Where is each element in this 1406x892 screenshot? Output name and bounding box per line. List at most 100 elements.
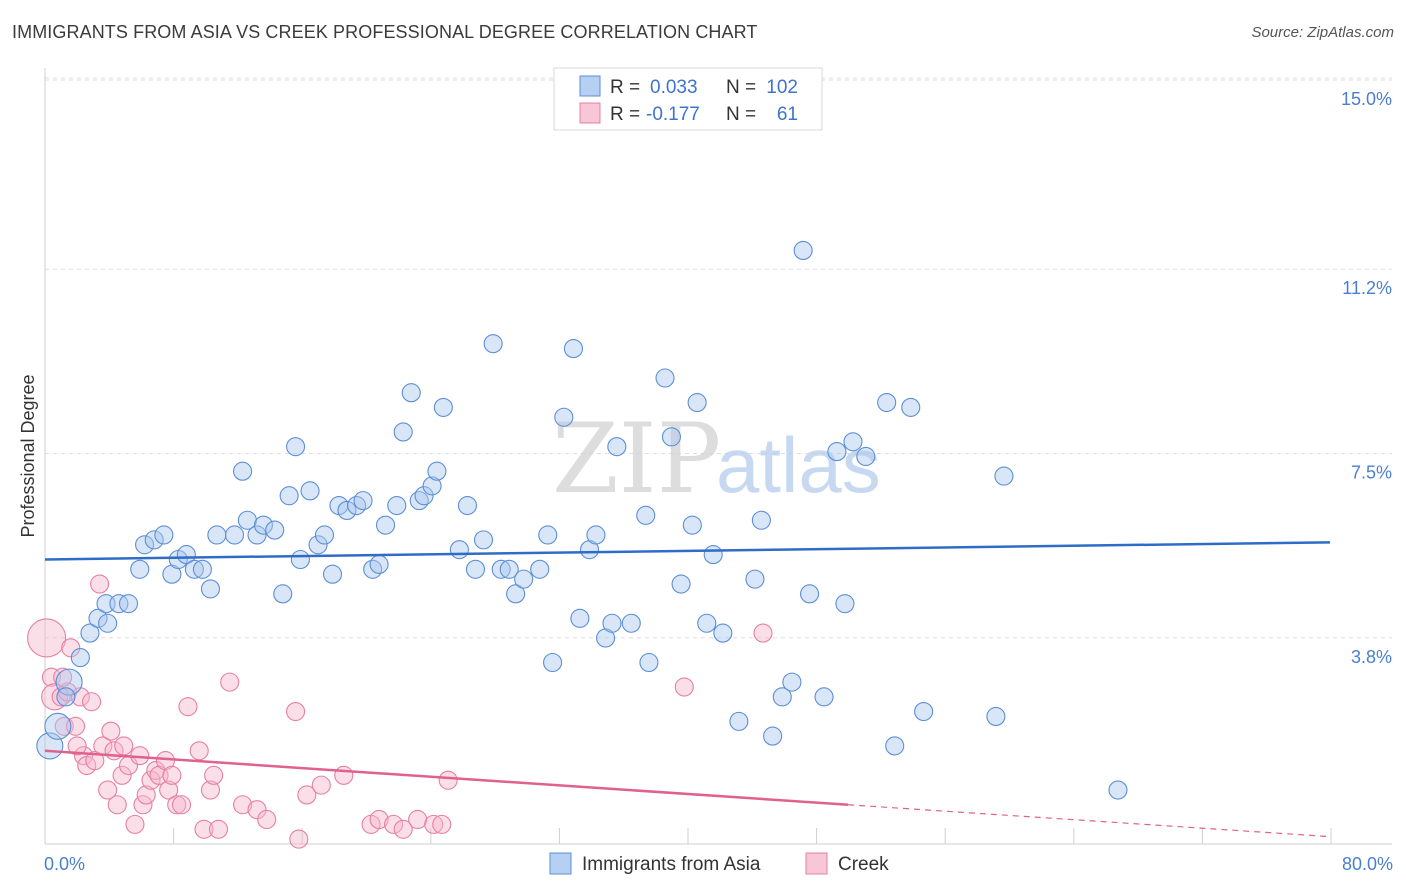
data-point <box>98 780 118 800</box>
data-point <box>387 495 407 516</box>
data-point <box>80 623 100 643</box>
legend-n-label: N = <box>726 77 756 98</box>
legend-r-value-asia: 0.033 <box>650 77 698 98</box>
data-point <box>697 613 717 633</box>
data-point <box>424 814 444 834</box>
data-point <box>602 613 622 633</box>
trend-lines <box>44 541 1331 838</box>
data-point <box>136 785 156 805</box>
data-point <box>375 515 396 535</box>
data-point <box>814 687 834 707</box>
data-point <box>194 819 214 839</box>
creek-points <box>27 574 773 849</box>
data-point <box>393 819 413 839</box>
data-point <box>408 809 428 830</box>
data-point <box>112 765 132 785</box>
data-point <box>114 736 134 756</box>
data-point <box>856 446 876 467</box>
data-point <box>661 427 681 447</box>
data-point <box>90 574 110 594</box>
legend-r-label: R = <box>610 104 640 125</box>
data-point <box>184 559 204 579</box>
legend-swatch-creek <box>579 102 601 124</box>
data-point <box>687 392 707 413</box>
data-point <box>530 559 550 579</box>
data-point <box>763 726 783 746</box>
data-point <box>334 765 354 785</box>
data-point <box>65 716 86 736</box>
data-point <box>729 711 749 731</box>
data-point <box>171 795 192 815</box>
legend-r-label: R = <box>610 77 640 98</box>
data-point <box>433 397 453 417</box>
data-point <box>70 648 90 668</box>
y-tick-label: 3.8% <box>1351 647 1392 667</box>
data-point <box>369 554 389 574</box>
data-point <box>885 736 905 756</box>
data-point <box>167 795 187 815</box>
data-point <box>290 549 310 570</box>
data-point <box>422 476 442 496</box>
data-point <box>639 652 659 673</box>
data-point <box>745 569 765 589</box>
data-point <box>363 559 383 579</box>
data-point <box>393 422 413 442</box>
y-axis-label: Professional Degree <box>18 374 38 537</box>
watermark-atlas: atlas <box>716 421 881 509</box>
data-point <box>224 525 245 545</box>
data-point <box>827 442 847 462</box>
data-point <box>483 334 503 354</box>
data-point <box>311 775 331 795</box>
data-point <box>247 800 267 820</box>
data-point <box>607 437 627 457</box>
data-point <box>88 608 108 628</box>
data-point <box>835 594 855 614</box>
watermark-zip: ZIP <box>552 403 721 515</box>
data-point <box>135 535 155 555</box>
data-point <box>192 559 212 579</box>
bottom-legend-creek: Creek <box>838 854 889 875</box>
legend-swatch-asia <box>579 75 601 97</box>
data-point <box>506 584 526 604</box>
x-tick-label: 0.0% <box>44 854 85 874</box>
data-point <box>144 530 164 550</box>
data-point <box>220 672 240 692</box>
data-point <box>538 525 558 545</box>
data-point <box>200 579 220 599</box>
data-point <box>491 559 511 579</box>
trend-line-creek <box>44 749 849 807</box>
data-point <box>82 692 102 712</box>
data-point <box>233 795 253 815</box>
data-point <box>570 608 590 628</box>
data-point <box>54 716 74 736</box>
data-point <box>56 687 76 707</box>
data-point <box>1108 780 1128 800</box>
data-point <box>636 505 656 525</box>
data-point <box>994 466 1014 486</box>
data-point <box>800 584 820 604</box>
legend-n-value-asia: 102 <box>766 77 798 98</box>
data-point <box>189 741 209 761</box>
bottom-legend-swatch-asia <box>549 852 572 875</box>
legend-n-value-creek: 61 <box>777 104 798 125</box>
data-point <box>586 525 606 545</box>
data-point <box>621 613 641 633</box>
x-tick-labels: 0.0% 80.0% <box>44 854 1393 874</box>
data-point <box>877 392 897 413</box>
data-point <box>125 814 145 834</box>
data-point <box>286 437 306 457</box>
data-point <box>449 540 469 560</box>
data-point <box>51 687 71 707</box>
data-point <box>61 638 81 658</box>
data-point <box>843 432 863 452</box>
data-point <box>85 751 105 771</box>
data-point <box>279 486 299 506</box>
data-point <box>457 495 477 516</box>
correlation-legend: R = 0.033 N = 102 R = -0.177 N = 61 <box>553 67 823 131</box>
series-legend: Immigrants from Asia Creek <box>549 852 889 875</box>
data-point <box>772 687 792 707</box>
y-tick-labels: 3.8% 7.5% 11.2% 15.0% <box>1341 89 1392 667</box>
y-tick-label: 7.5% <box>1351 463 1392 483</box>
data-point <box>107 795 127 815</box>
data-point <box>176 545 196 565</box>
